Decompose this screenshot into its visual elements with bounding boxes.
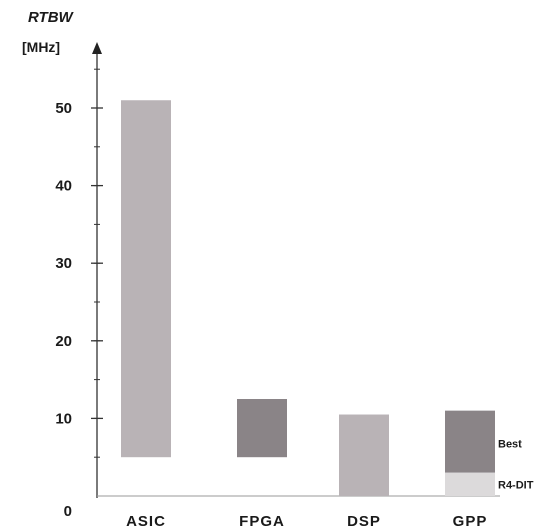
category-label: GPP	[453, 513, 488, 530]
y-tick-label: 0	[64, 503, 72, 520]
y-axis-arrow	[92, 42, 102, 54]
segment-label: R4-DIT	[498, 479, 534, 491]
category-label: DSP	[347, 513, 381, 530]
y-tick-label: 40	[55, 178, 72, 195]
category-label: FPGA	[239, 513, 285, 530]
bar-gpp-r4-dit	[445, 472, 495, 496]
y-tick-label: 10	[55, 410, 72, 427]
segment-label: Best	[498, 439, 522, 451]
bar-dsp	[339, 414, 389, 496]
bar-gpp-best	[445, 410, 495, 473]
labels: 0 10 20 30 40 50 Best R4-DIT ASIC FPGA DSP GPP	[55, 100, 533, 530]
y-tick-label: 50	[55, 100, 72, 117]
bars	[121, 100, 495, 496]
bar-fpga	[237, 399, 287, 458]
y-tick-label: 20	[55, 333, 72, 350]
bar-asic	[121, 100, 171, 458]
y-tick-label: 30	[55, 255, 72, 272]
y-axis-label: RTBW	[28, 9, 75, 26]
axes	[91, 42, 500, 498]
y-axis-unit: [MHz]	[22, 39, 60, 55]
category-label: ASIC	[126, 513, 166, 530]
